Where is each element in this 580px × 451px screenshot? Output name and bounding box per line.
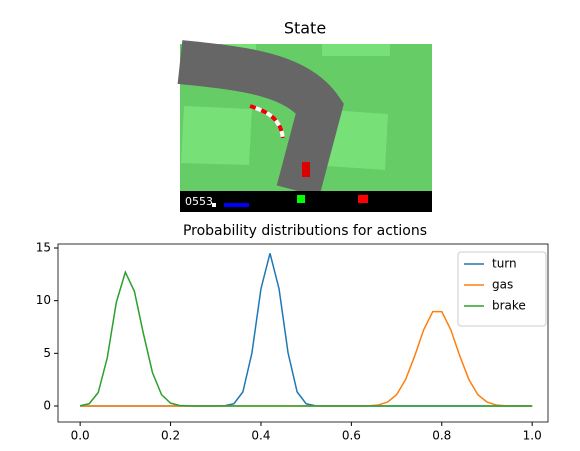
hud-indicator xyxy=(212,203,216,207)
line-series xyxy=(79,270,533,407)
x-tick-label: 0.0 xyxy=(71,429,90,443)
legend-label: turn xyxy=(492,257,517,271)
hud xyxy=(180,191,432,212)
grass-patch xyxy=(327,110,388,170)
legend-label: brake xyxy=(492,299,526,313)
y-tick-label: 0 xyxy=(43,398,51,412)
y-tick-label: 5 xyxy=(43,346,51,360)
car xyxy=(302,162,310,177)
grass-patch xyxy=(322,44,390,56)
x-tick-label: 0.8 xyxy=(432,429,451,443)
y-tick-label: 15 xyxy=(36,241,51,255)
grass-patch xyxy=(222,44,256,50)
plot-frame xyxy=(57,243,549,423)
game-frame: 0553 xyxy=(177,40,432,212)
legend-box xyxy=(457,251,547,327)
y-tick-label: 10 xyxy=(36,293,51,307)
x-tick-label: 1.0 xyxy=(523,429,542,443)
hud-indicator xyxy=(297,195,305,203)
chart-title: Probability distributions for actions xyxy=(183,223,427,239)
curb xyxy=(249,104,285,139)
grass-patch xyxy=(181,106,252,165)
x-tick-label: 0.4 xyxy=(251,429,270,443)
hud-score: 0553 xyxy=(185,195,213,208)
x-tick-label: 0.6 xyxy=(342,429,361,443)
image-title: State xyxy=(284,19,326,38)
x-tick-label: 0.2 xyxy=(161,429,180,443)
hud-indicator xyxy=(358,195,368,203)
hud-indicator xyxy=(224,203,249,207)
road xyxy=(177,40,344,197)
legend-label: gas xyxy=(492,278,513,292)
